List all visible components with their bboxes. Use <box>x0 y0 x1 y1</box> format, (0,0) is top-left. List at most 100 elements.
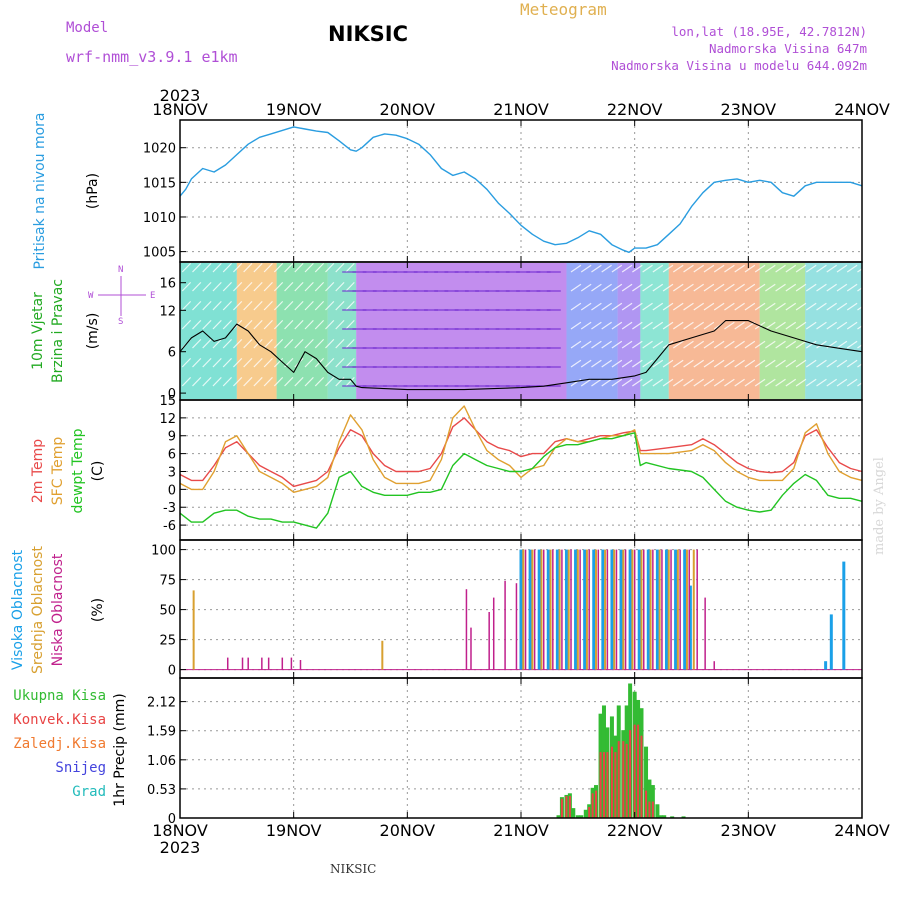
mid-cloud-bar <box>658 549 661 670</box>
mid-cloud-bar <box>649 549 652 670</box>
y-tick-label: 1.06 <box>147 754 176 769</box>
wind-arrow <box>304 281 314 292</box>
total-precip-bar <box>575 815 580 818</box>
conv-precip-bar <box>595 790 598 818</box>
wind-arrow <box>202 357 212 368</box>
wind-arrow <box>693 340 705 349</box>
wind-arrow <box>314 376 325 387</box>
wind-arrow <box>662 378 674 387</box>
wind-arrow <box>775 321 786 330</box>
wind-arrow <box>611 302 623 311</box>
wind-arrow <box>785 359 797 368</box>
wind-arrow <box>765 264 776 273</box>
wind-arrow <box>652 340 664 349</box>
mid-cloud-bar <box>522 549 525 670</box>
wind-arrow <box>222 262 232 273</box>
x-tick-label-bottom: 20NOV <box>380 821 436 840</box>
wind-arrow <box>744 302 756 311</box>
wind-arrow <box>253 357 263 368</box>
high-cloud-bar <box>655 549 659 670</box>
wind-arrow <box>325 319 335 330</box>
wind-arrow <box>192 319 202 330</box>
wind-arrow <box>703 283 715 292</box>
mid-cloud-bar <box>676 549 679 670</box>
conv-precip-bar <box>591 793 594 818</box>
wind-arrow <box>836 283 848 292</box>
wind-arrow <box>652 302 664 311</box>
y-tick-label: 0 <box>168 483 176 498</box>
wind-arrow <box>816 283 827 292</box>
wind-arrow <box>202 319 212 330</box>
wind-arrow <box>703 359 715 368</box>
wind-arrow <box>693 321 705 330</box>
wind-arrow <box>642 264 653 273</box>
wind-key-s: S <box>118 317 123 327</box>
low-cloud-bar <box>290 657 293 670</box>
wind-arrow <box>284 281 294 292</box>
conv-precip-bar <box>645 790 648 818</box>
wind-arrow <box>744 378 756 387</box>
wind-arrow <box>734 359 745 368</box>
low-cloud-bar <box>299 660 302 670</box>
wind-arrow <box>765 340 776 349</box>
wind-arrow <box>591 264 602 273</box>
y-tick-label: 0 <box>168 812 176 827</box>
wind-arrow <box>222 300 232 311</box>
conv-precip-bar <box>637 724 640 818</box>
wind-arrow <box>713 264 725 273</box>
wind-arrow <box>212 357 222 368</box>
wind-arrow <box>632 359 643 368</box>
wind-arrow <box>693 359 705 368</box>
high-cloud-bar <box>610 549 614 670</box>
total-precip-bar <box>571 808 576 818</box>
total-precip-bar <box>655 804 660 818</box>
wind-arrow <box>263 338 273 349</box>
low-cloud-bar <box>624 549 627 670</box>
wind-arrow <box>846 302 858 311</box>
wind-arrow <box>672 264 684 273</box>
wind-arrow <box>785 378 797 387</box>
dewpt-title: dewpt Temp <box>70 428 86 513</box>
wind-arrow <box>775 378 786 387</box>
altitude-text: Nadmorska Visina 647m <box>708 41 867 56</box>
wind-arrow <box>816 340 827 349</box>
wind-arrow <box>775 283 786 292</box>
wind-arrow <box>632 283 643 292</box>
legend-total-precip: Ukupna Kisa <box>13 688 106 704</box>
wind-arrow <box>294 376 304 387</box>
wind-arrow <box>632 321 643 330</box>
wind-speed-line <box>179 320 863 391</box>
wind-arrow <box>304 300 314 311</box>
y-tick-label: 0.53 <box>147 783 176 798</box>
wind-arrow <box>591 302 602 311</box>
conv-precip-bar <box>633 724 636 818</box>
legend-snow: Snijeg <box>55 760 106 776</box>
low-cloud-bar <box>579 549 581 670</box>
high-cloud-bar <box>519 549 523 670</box>
total-precip-bar <box>658 815 663 818</box>
wind-arrow <box>795 359 807 368</box>
wind-arrow <box>232 281 243 292</box>
wind-arrow <box>765 321 776 330</box>
wind-arrow <box>314 281 325 292</box>
wind-arrow <box>683 378 694 387</box>
wind-arrow <box>724 302 735 311</box>
wind-arrow <box>826 264 838 273</box>
wind-arrow <box>734 302 745 311</box>
wind-arrow <box>795 378 807 387</box>
wind-arrow <box>683 340 694 349</box>
wind-key-n: N <box>118 265 123 275</box>
wind-arrow <box>611 378 623 387</box>
high-cloud-bar <box>683 549 687 670</box>
wind-arrow <box>693 264 705 273</box>
low-cloud-bar <box>661 549 663 670</box>
wind-arrow <box>662 264 674 273</box>
high-cloud-bar <box>546 549 550 670</box>
y-tick-label: 25 <box>159 634 176 649</box>
wind-arrow <box>202 281 212 292</box>
high-cloud-bar <box>564 549 568 670</box>
mid-cloud-bar <box>540 549 543 670</box>
wind-arrow <box>345 338 355 349</box>
mid-cloud-bar <box>558 549 561 670</box>
wind-arrow <box>805 302 817 311</box>
